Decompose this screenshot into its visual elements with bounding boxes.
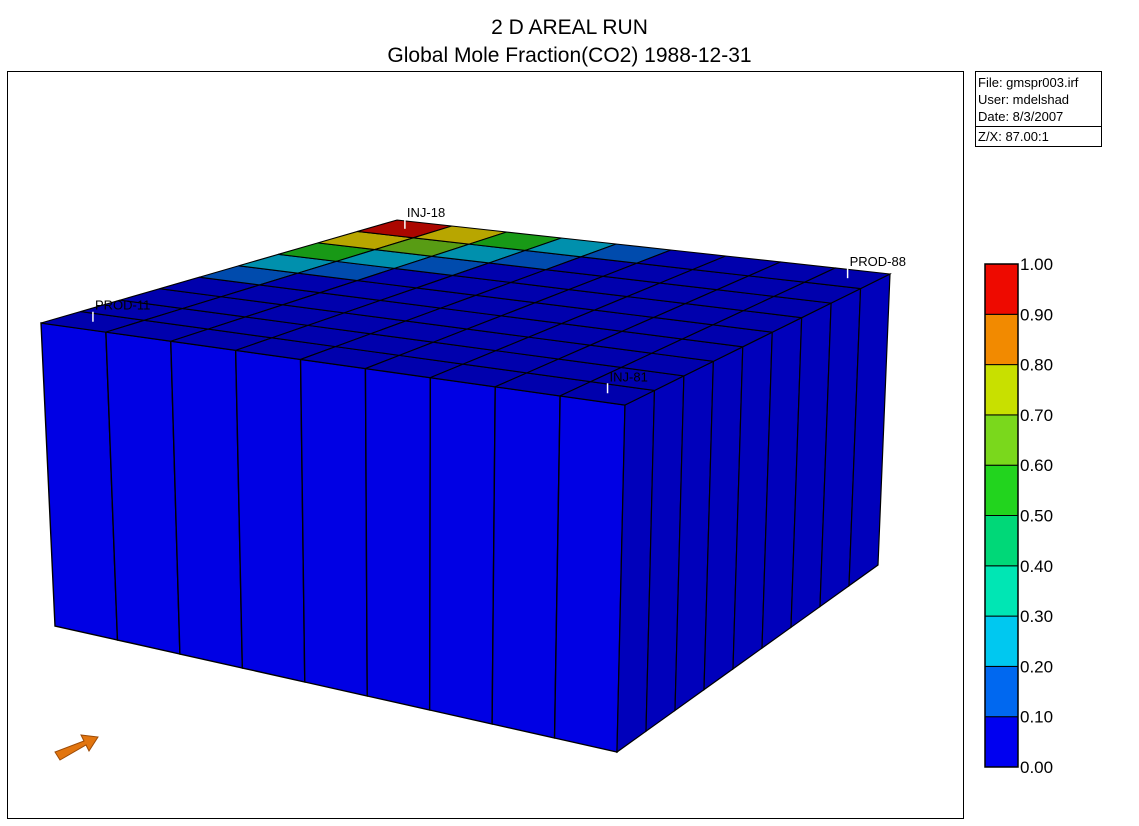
front-face-cell (491, 385, 561, 739)
info-file: File: gmspr003.irf (978, 75, 1079, 90)
colorbar-tick-label: 1.00 (1020, 255, 1053, 274)
front-face-cell (105, 331, 181, 655)
colorbar-swatch (984, 364, 1019, 416)
chart-title: 2 D AREAL RUN (491, 16, 648, 39)
front-face-cell (40, 322, 119, 641)
front-face-cell (428, 376, 496, 725)
colorbar-ticks: 0.00 0.10 0.20 0.30 0.40 0.50 0.60 0.70 0.80 0.90… (1020, 255, 1053, 777)
info-box: File: gmspr003.irf User: mdelshad Date: … (975, 71, 1102, 147)
grid-faces (40, 219, 892, 754)
colorbar-swatch (984, 414, 1019, 466)
colorbar-tick-label: 0.00 (1020, 758, 1053, 777)
well-inj-18[interactable]: INJ-18 (404, 205, 445, 229)
colorbar-tick-label: 0.80 (1020, 356, 1053, 375)
wells-layer: INJ-18 INJ-81 PROD-11 PROD-88 (92, 205, 906, 394)
well-label: INJ-18 (407, 205, 445, 220)
well-prod-11[interactable]: PROD-11 (92, 298, 150, 322)
info-user: User: mdelshad (978, 92, 1070, 107)
front-face-cell (364, 367, 432, 711)
colorbar-tick-label: 0.10 (1020, 708, 1053, 727)
colorbar-swatch (984, 716, 1019, 768)
colorbar-swatch (984, 565, 1019, 617)
colorbar-tick-label: 0.30 (1020, 607, 1053, 626)
orientation-arrow-icon[interactable] (54, 734, 99, 761)
colorbar-swatches (984, 263, 1019, 768)
colorbar-swatch (984, 615, 1019, 667)
colorbar-swatch (984, 665, 1019, 718)
colorbar-tick-label: 0.20 (1020, 657, 1053, 676)
top-grid-cell[interactable] (802, 267, 892, 290)
colorbar-tick-label: 0.40 (1020, 557, 1053, 576)
colorbar-swatch (984, 464, 1019, 516)
colorbar-swatch (984, 313, 1019, 366)
well-inj-81[interactable]: INJ-81 (606, 369, 648, 394)
well-label: PROD-11 (95, 298, 150, 313)
info-zx-ratio: Z/X: 87.00:1 (978, 129, 1049, 144)
colorbar-legend: 0.00 0.10 0.20 0.30 0.40 0.50 0.60 0.70 0.80 0.90… (984, 255, 1053, 777)
front-face-cell (299, 358, 368, 697)
colorbar-tick-label: 0.90 (1020, 305, 1053, 324)
colorbar-tick-label: 0.60 (1020, 456, 1053, 475)
info-date: Date: 8/3/2007 (978, 109, 1064, 124)
front-face-cell (553, 395, 626, 753)
well-label: INJ-81 (610, 369, 648, 384)
plot-frame (7, 71, 964, 819)
colorbar-swatch (984, 263, 1019, 315)
colorbar-swatch (984, 515, 1019, 567)
chart-subtitle: Global Mole Fraction(CO2) 1988-12-31 (387, 44, 752, 67)
front-face-cell (234, 349, 306, 683)
well-label: PROD-88 (850, 254, 906, 269)
well-prod-88[interactable]: PROD-88 (846, 254, 906, 279)
colorbar-tick-label: 0.70 (1020, 406, 1053, 425)
colorbar-tick-label: 0.50 (1020, 507, 1053, 526)
front-face-cell (170, 340, 244, 669)
